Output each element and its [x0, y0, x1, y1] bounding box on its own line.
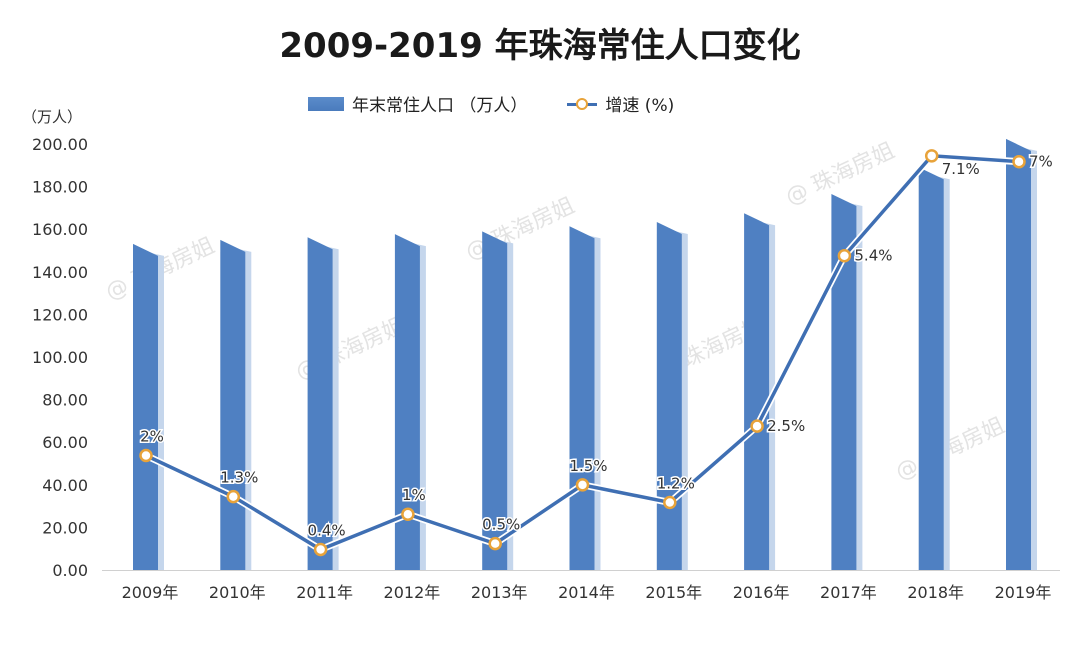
data-label: 1.5% — [569, 457, 607, 475]
watermark-text: @ 珠海房姐 — [462, 193, 579, 265]
y-tick-label: 120.00 — [32, 305, 88, 324]
line-marker — [139, 448, 153, 463]
line-marker — [575, 478, 590, 492]
line-marker — [924, 149, 939, 163]
y-axis-unit: （万人） — [22, 108, 83, 126]
y-tick-label: 200.00 — [32, 135, 88, 154]
line-marker — [750, 419, 764, 433]
bar — [744, 213, 770, 570]
x-tick-label: 2018年 — [907, 583, 964, 602]
bar — [569, 226, 595, 570]
y-tick-label: 100.00 — [32, 348, 88, 367]
chart-title: 2009-2019 年珠海常住人口变化 — [279, 26, 801, 66]
x-tick-label: 2016年 — [733, 583, 790, 602]
data-label: 2.5% — [767, 417, 805, 435]
x-tick-label: 2015年 — [645, 583, 702, 602]
x-tick-label: 2010年 — [209, 583, 266, 602]
y-tick-label: 80.00 — [42, 391, 88, 410]
x-tick-label: 2012年 — [384, 583, 441, 602]
legend: 年末常住人口 （万人） 增速 (%) — [308, 91, 674, 116]
bar — [656, 221, 682, 570]
legend-line-swatch — [567, 97, 598, 111]
data-label: 1.3% — [220, 469, 258, 487]
y-tick-label: 160.00 — [32, 220, 88, 239]
y-tick-label: 180.00 — [32, 178, 88, 197]
legend-bar-label: 年末常住人口 （万人） — [352, 96, 528, 116]
y-tick-label: 60.00 — [42, 433, 88, 452]
line-marker — [663, 495, 677, 510]
y-tick-label: 140.00 — [32, 263, 88, 282]
line-marker — [401, 507, 415, 521]
bar — [220, 239, 246, 570]
bar — [394, 234, 420, 570]
y-tick-label: 40.00 — [42, 476, 88, 495]
bar — [482, 231, 508, 570]
bar — [918, 167, 944, 571]
line-marker — [837, 248, 852, 263]
x-tick-label: 2019年 — [995, 583, 1052, 602]
x-tick-label: 2011年 — [296, 583, 353, 602]
line-marker — [226, 489, 241, 504]
data-label: 7% — [1029, 153, 1053, 171]
x-tick-label: 2014年 — [558, 583, 615, 602]
x-tick-label: 2009年 — [122, 583, 179, 602]
y-tick-label: 20.00 — [42, 518, 88, 537]
x-tick-label: 2013年 — [471, 583, 528, 602]
data-label: 0.5% — [482, 516, 520, 534]
bar — [133, 243, 158, 570]
data-label: 1.2% — [657, 474, 695, 492]
legend-bar-swatch — [308, 96, 344, 111]
legend-line-label: 增速 (%) — [605, 96, 675, 116]
data-label: 5.4% — [854, 247, 892, 265]
x-tick-label: 2017年 — [820, 583, 877, 602]
line-marker — [313, 542, 328, 557]
data-label: 1% — [402, 486, 426, 504]
bar — [307, 237, 333, 570]
watermark-text: @ 珠海房姐 — [892, 413, 1009, 485]
data-label: 2% — [140, 427, 164, 445]
y-tick-label: 0.00 — [52, 561, 88, 580]
line-marker — [1012, 154, 1026, 169]
bar — [1006, 138, 1031, 570]
data-label: 0.4% — [308, 521, 346, 539]
bar — [831, 194, 857, 570]
data-label: 7.1% — [942, 160, 980, 178]
line-marker — [488, 536, 502, 551]
